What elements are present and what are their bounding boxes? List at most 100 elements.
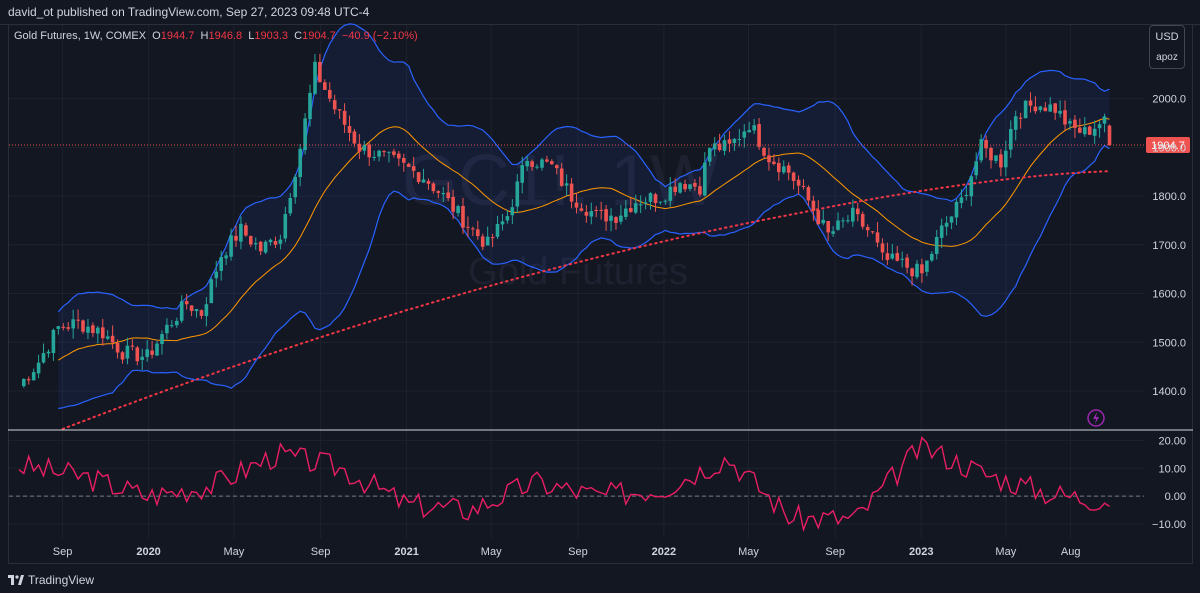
candle-body xyxy=(402,158,406,163)
candle-body xyxy=(841,220,845,222)
candle-body xyxy=(717,143,722,150)
candle-body xyxy=(76,319,80,321)
candle-body xyxy=(925,260,929,272)
currency-unit-button[interactable]: USD apoz xyxy=(1149,25,1185,69)
candle-body xyxy=(979,139,983,161)
candle-body xyxy=(782,166,786,173)
candle-body xyxy=(96,327,100,334)
candle-body xyxy=(564,183,569,186)
candle-body xyxy=(426,180,431,184)
candle-body xyxy=(836,220,840,230)
candle-body xyxy=(323,82,327,90)
candle-body xyxy=(308,92,312,120)
candle-body xyxy=(446,192,450,198)
bollinger-lower xyxy=(58,144,1110,410)
x-tick-label: 2020 xyxy=(136,546,160,558)
candle-body xyxy=(806,187,811,201)
candle-body xyxy=(1053,103,1057,113)
candle-body xyxy=(772,161,776,164)
candle-body xyxy=(71,319,75,329)
low-label: L xyxy=(248,30,255,42)
candle-body xyxy=(890,253,895,259)
x-tick-label: 2022 xyxy=(652,546,676,558)
candle-body xyxy=(298,148,302,177)
candle-body xyxy=(934,237,939,254)
osc-y-tick-label: 0.00 xyxy=(1165,491,1186,503)
candle-body xyxy=(179,301,184,321)
candle-body xyxy=(653,194,658,204)
candle-body xyxy=(791,172,796,181)
candle-body xyxy=(244,225,248,236)
candle-body xyxy=(673,186,677,192)
osc-y-tick-label: 20.00 xyxy=(1158,435,1186,447)
candle-body xyxy=(406,163,411,167)
candle-body xyxy=(846,220,850,222)
candle-body xyxy=(870,231,875,233)
candle-body xyxy=(939,225,944,238)
candle-body xyxy=(1087,126,1092,135)
candle-body xyxy=(638,204,643,206)
candle-body xyxy=(989,148,993,161)
candle-body xyxy=(214,271,219,279)
candle-body xyxy=(826,221,830,233)
chart-frame xyxy=(8,24,1193,564)
candle-body xyxy=(604,209,608,222)
candle-body xyxy=(747,130,751,133)
candle-body xyxy=(258,241,263,252)
close-label: C xyxy=(294,30,303,42)
x-tick-label: May xyxy=(995,546,1016,558)
candle-body xyxy=(165,324,169,334)
candle-body xyxy=(999,154,1003,168)
candle-body xyxy=(204,304,209,317)
candle-body xyxy=(678,183,682,193)
candle-body xyxy=(377,150,381,157)
candle-body xyxy=(559,168,564,186)
candle-body xyxy=(905,257,909,268)
candle-body xyxy=(476,229,480,237)
candle-body xyxy=(101,327,105,339)
candle-body xyxy=(61,326,66,328)
candle-body xyxy=(811,200,816,211)
candle-body xyxy=(505,216,510,221)
candle-body xyxy=(579,208,584,211)
candle-body xyxy=(189,305,194,311)
candle-body xyxy=(219,257,223,271)
candle-body xyxy=(268,239,273,243)
candle-body xyxy=(915,263,919,277)
x-tick-label: 2023 xyxy=(909,546,933,558)
tradingview-brand: TradingView xyxy=(28,573,95,587)
unit-label: apoz xyxy=(1156,52,1178,63)
candle-body xyxy=(875,232,880,243)
y-tick-label: 2000.0 xyxy=(1152,94,1186,106)
candle-body xyxy=(115,343,120,353)
candle-body xyxy=(944,222,949,227)
candle-body xyxy=(510,207,515,216)
candle-body xyxy=(984,140,988,149)
candle-body xyxy=(1028,100,1033,106)
symbol-legend: Gold Futures, 1W, COMEX O1944.7 H1946.8 … xyxy=(14,30,418,42)
candle-body xyxy=(456,206,460,214)
x-tick-label: Sep xyxy=(53,546,73,558)
tradingview-logo[interactable]: TradingView xyxy=(8,573,94,587)
candle-body xyxy=(599,209,603,211)
candle-body xyxy=(885,253,890,260)
candle-body xyxy=(707,148,712,162)
candle-body xyxy=(865,227,870,231)
candle-body xyxy=(658,201,663,203)
candle-body xyxy=(318,62,322,83)
high-value: 1946.8 xyxy=(208,30,243,42)
candle-body xyxy=(535,166,539,168)
candle-body xyxy=(471,228,475,230)
open-label: O xyxy=(152,30,161,42)
bollinger-upper xyxy=(57,23,1110,313)
candle-body xyxy=(283,214,288,239)
tradingview-icon xyxy=(8,575,24,585)
candle-body xyxy=(722,140,727,151)
candle-body xyxy=(500,221,505,225)
candle-body xyxy=(1004,150,1008,168)
candle-body xyxy=(574,202,579,208)
sma-200-line xyxy=(61,170,1110,430)
candle-body xyxy=(821,219,825,224)
candle-body xyxy=(26,379,31,381)
